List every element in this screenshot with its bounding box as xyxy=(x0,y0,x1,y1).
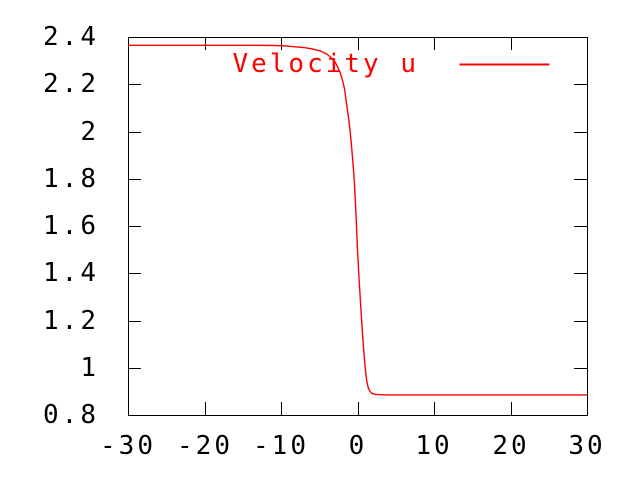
x-tick-label: -10 xyxy=(253,431,309,461)
y-tick-label: 0.8 xyxy=(43,400,99,430)
y-tick-label: 2.2 xyxy=(43,69,99,99)
y-tick-label: 2.4 xyxy=(43,22,99,52)
y-tick-label: 1 xyxy=(80,353,99,383)
x-tick-label: -20 xyxy=(177,431,233,461)
curve-velocity-u xyxy=(128,44,587,396)
y-tick-label: 2 xyxy=(80,117,99,147)
legend-label: Velocity u xyxy=(232,49,419,79)
x-tick-label: 20 xyxy=(492,431,530,461)
y-tick-label: 1.4 xyxy=(43,258,99,288)
y-tick-label: 1.8 xyxy=(43,164,99,194)
plot-border xyxy=(128,37,588,416)
y-tick-label: 1.2 xyxy=(43,306,99,336)
x-tick-label: 0 xyxy=(348,431,368,461)
x-tick-label: -30 xyxy=(100,431,156,461)
x-tick-label: 30 xyxy=(568,431,606,461)
y-tick-label: 1.6 xyxy=(43,211,99,241)
x-tick-label: 10 xyxy=(415,431,453,461)
